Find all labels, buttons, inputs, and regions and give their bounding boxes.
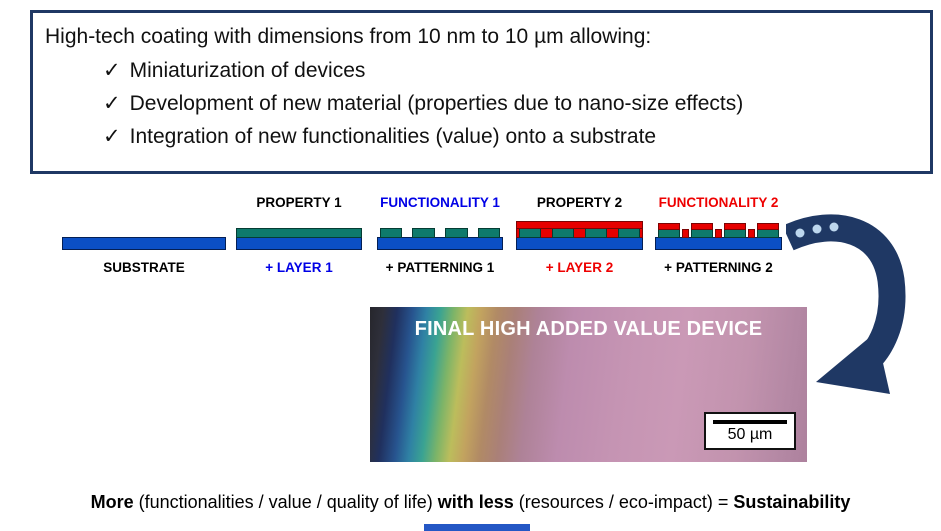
teal-pattern-block xyxy=(412,228,435,238)
functionality1-label: FUNCTIONALITY 1 xyxy=(380,195,500,210)
ellipsis-dot xyxy=(829,222,839,232)
footer-sustainability: Sustainability xyxy=(733,492,851,512)
sustainability-statement: More (functionalities / value / quality … xyxy=(0,492,941,513)
teal-pattern-block xyxy=(723,229,747,238)
bullet-item: ✓ Development of new material (properties… xyxy=(45,90,918,117)
process-step-layer1: PROPERTY 1 + LAYER 1 xyxy=(236,190,362,286)
bullet-item: ✓ Integration of new functionalities (val… xyxy=(45,123,918,150)
substrate-bar xyxy=(62,222,226,250)
bottom-accent-bar xyxy=(424,524,530,531)
check-icon: ✓ xyxy=(103,92,121,115)
check-icon: ✓ xyxy=(103,59,121,82)
curved-arrow-icon xyxy=(782,212,910,396)
check-icon: ✓ xyxy=(103,125,121,148)
intro-title: High-tech coating with dimensions from 1… xyxy=(45,25,652,48)
footer-resources: (resources / eco-impact) = xyxy=(513,492,734,512)
device-micrograph: FINAL HIGH ADDED VALUE DEVICE 50 µm xyxy=(370,307,807,462)
teal-pattern-block xyxy=(477,228,501,238)
red-cap-layer xyxy=(516,221,643,229)
teal-pattern-block xyxy=(551,228,575,238)
teal-pattern-block xyxy=(756,229,780,238)
teal-pattern-block xyxy=(657,229,681,238)
footer-with-less: with less xyxy=(437,492,514,512)
layer2-bar xyxy=(516,221,643,250)
ellipsis-dot xyxy=(812,224,822,234)
property1-label: PROPERTY 1 xyxy=(256,195,342,210)
process-step-patterning1: FUNCTIONALITY 1 + PATTERNING 1 xyxy=(377,190,503,286)
substrate-label: SUBSTRATE xyxy=(103,260,185,275)
patterning2-label: + PATTERNING 2 xyxy=(664,260,773,275)
patterning2-bar xyxy=(655,222,782,250)
teal-pattern-block xyxy=(617,228,641,238)
red-pattern-block xyxy=(715,229,722,238)
intro-box: High-tech coating with dimensions from 1… xyxy=(30,10,933,174)
patterning1-bar xyxy=(377,222,503,250)
process-step-substrate: SUBSTRATE xyxy=(62,190,226,286)
teal-pattern-block xyxy=(690,229,714,238)
teal-pattern-block xyxy=(584,228,608,238)
layer2-label: + LAYER 2 xyxy=(545,260,614,275)
bullet-item: ✓ Miniaturization of devices xyxy=(45,57,918,84)
substrate-layer xyxy=(62,237,226,250)
scale-bar: 50 µm xyxy=(704,412,796,450)
red-pattern-block xyxy=(748,229,755,238)
device-caption: FINAL HIGH ADDED VALUE DEVICE xyxy=(414,318,763,340)
teal-pattern-block xyxy=(445,228,468,238)
footer-functionalities: (functionalities / value / quality of li… xyxy=(133,492,438,512)
substrate-layer xyxy=(236,237,362,250)
scale-bar-label: 50 µm xyxy=(727,426,773,443)
curved-arrow-svg xyxy=(782,214,906,394)
substrate-layer xyxy=(516,237,643,250)
substrate-layer xyxy=(655,237,782,250)
scale-bar-line xyxy=(713,420,787,424)
red-cap-block xyxy=(756,223,780,230)
red-cap-block xyxy=(657,223,681,230)
red-cap-block xyxy=(690,223,714,230)
layer1-bar xyxy=(236,222,362,250)
layer1-label: + LAYER 1 xyxy=(265,260,333,275)
bullet-text: Miniaturization of devices xyxy=(129,59,366,82)
patterning1-label: + PATTERNING 1 xyxy=(385,260,495,275)
footer-more: More xyxy=(90,492,134,512)
bullet-text: Integration of new functionalities (valu… xyxy=(129,125,657,148)
bullet-text: Development of new material (properties … xyxy=(129,92,744,115)
teal-pattern-block xyxy=(379,228,403,238)
process-step-patterning2: FUNCTIONALITY 2 + PATTERNING 2 xyxy=(655,190,782,286)
substrate-layer xyxy=(377,237,503,250)
process-diagram: SUBSTRATE PROPERTY 1 + LAYER 1 FUNCTIONA… xyxy=(0,190,941,286)
ellipsis-dot xyxy=(795,228,805,238)
teal-pattern-block xyxy=(518,228,542,238)
functionality2-label: FUNCTIONALITY 2 xyxy=(658,195,779,210)
coating-layer-teal xyxy=(236,228,362,238)
red-cap-block xyxy=(723,223,747,230)
red-pattern-block xyxy=(682,229,689,238)
property2-label: PROPERTY 2 xyxy=(536,195,623,210)
process-step-layer2: PROPERTY 2 + LAYER 2 xyxy=(516,190,643,286)
